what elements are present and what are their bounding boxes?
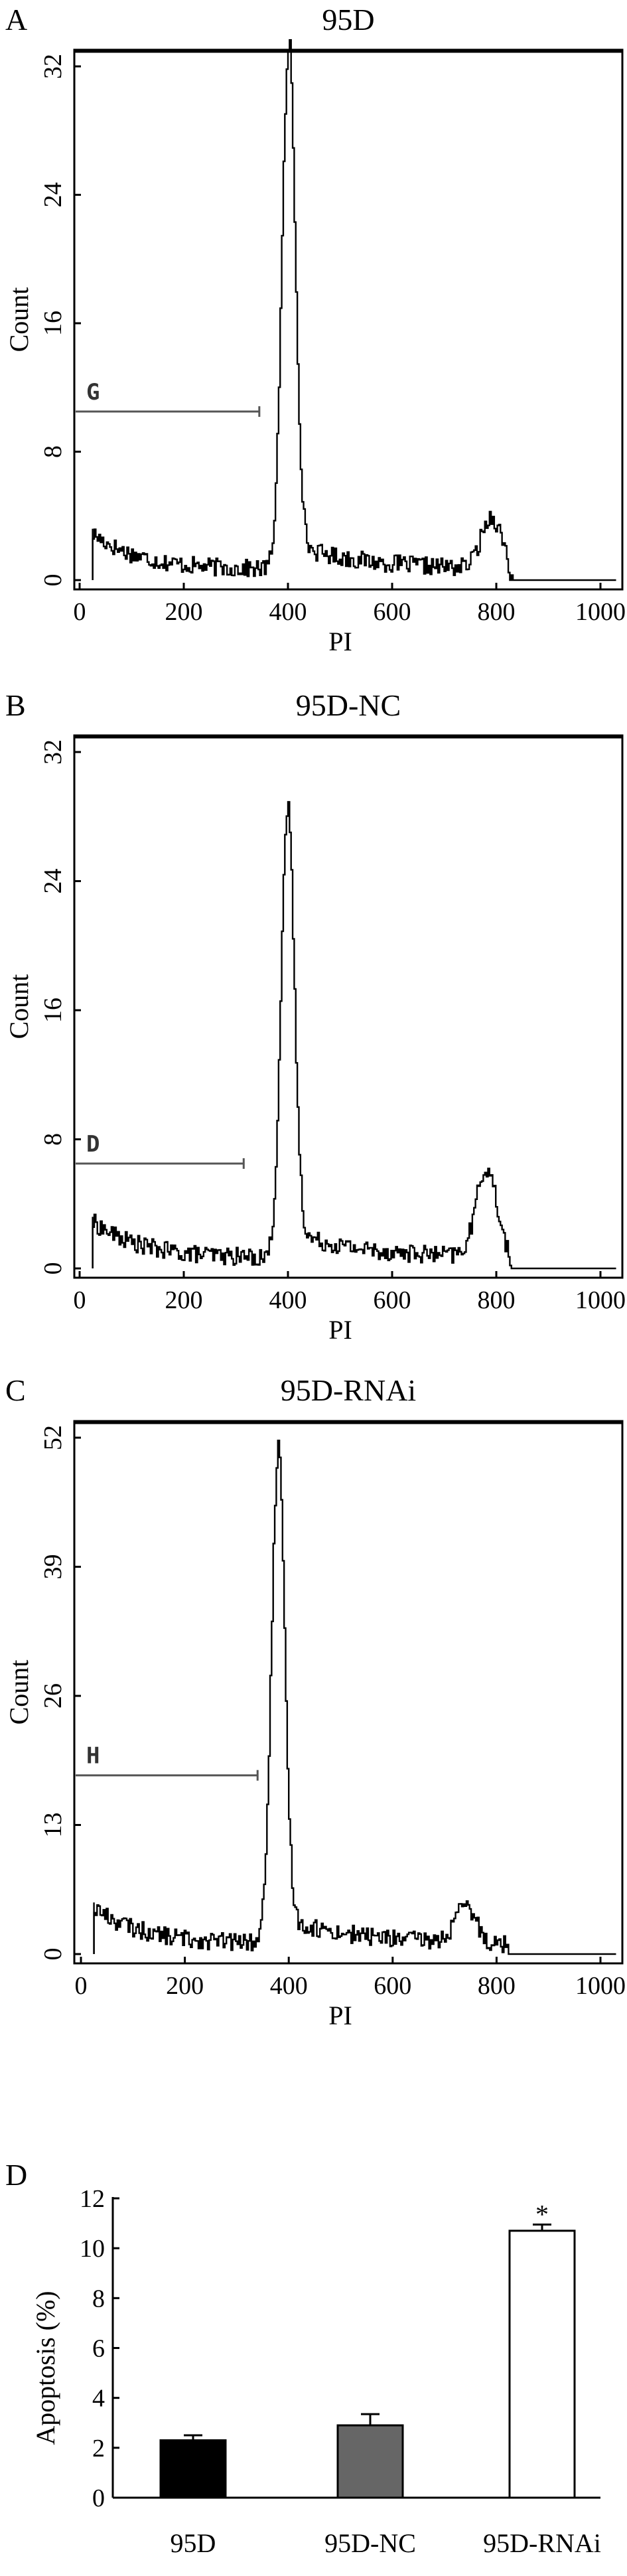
y-axis-label: Count	[4, 287, 34, 352]
gate-label: G	[86, 379, 100, 406]
x-axis-label: PI	[328, 1315, 352, 1345]
y-tick-label: 26	[39, 1683, 67, 1708]
panel-label: D	[5, 2158, 27, 2192]
panel-label: B	[5, 688, 26, 722]
x-tick-label: 0	[74, 1286, 86, 1314]
y-tick-label: 0	[39, 1262, 67, 1275]
x-tick-label: 0	[74, 598, 86, 626]
y-tick-label: 16	[39, 998, 67, 1023]
panel-label: C	[5, 1373, 26, 1407]
y-tick-label: 4	[92, 2385, 105, 2413]
y-tick-label: 24	[39, 183, 67, 208]
histogram-trace	[92, 800, 616, 1270]
x-tick-label: 1000	[575, 1286, 626, 1314]
y-axis-label: Count	[4, 974, 34, 1039]
y-tick-label: 8	[39, 1133, 67, 1146]
x-tick-label: 400	[270, 1972, 308, 2000]
x-category-label: 95D-RNAi	[483, 2528, 601, 2558]
y-tick-label: 6	[92, 2335, 105, 2363]
plot-frame	[73, 1420, 624, 1965]
y-tick-label: 16	[39, 311, 67, 336]
x-tick-label: 800	[478, 1286, 516, 1314]
plot-frame	[73, 734, 624, 1279]
panel-title: 95D-NC	[296, 688, 401, 722]
panel-title: 95D-RNAi	[281, 1373, 416, 1407]
y-tick-label: 10	[80, 2235, 105, 2263]
bar-panel-d: D 0 2 4 6 8 10 12 Apoptosis (%) 95D 95D-NC 95D-RNAi…	[5, 2158, 601, 2558]
histogram-trace	[92, 38, 616, 581]
gate-label: D	[86, 1131, 100, 1158]
x-tick-label: 1000	[575, 1972, 626, 2000]
histogram-panel-c: C 95D-RNAi 0 13 26 39 52 0 200 400 600 800 1000 PI Cou…	[4, 1373, 626, 2030]
x-tick-label: 600	[374, 1286, 411, 1314]
y-tick-label: 32	[39, 54, 67, 79]
bar-95d-rnai	[508, 2230, 576, 2499]
x-tick-label: 200	[165, 598, 203, 626]
x-tick-label: 800	[478, 598, 516, 626]
y-tick-label: 12	[80, 2185, 105, 2213]
x-tick-label: 600	[374, 1972, 411, 2000]
x-category-label: 95D-NC	[324, 2528, 416, 2558]
plot-frame	[73, 48, 624, 591]
y-tick-label: 39	[39, 1554, 67, 1580]
y-tick-label: 8	[92, 2285, 105, 2312]
x-tick-label: 200	[166, 1972, 204, 2000]
x-category-label: 95D	[171, 2528, 216, 2558]
histogram-panel-b: B 95D-NC 0 8 16 24 32 0 200 400 600 800 1000 PI Count D	[4, 688, 626, 1345]
gate-label: H	[86, 1743, 100, 1770]
panel-title: 95D	[322, 3, 374, 37]
y-tick-label: 52	[39, 1425, 67, 1450]
x-axis-label: PI	[328, 2001, 352, 2030]
y-tick-label: 24	[39, 869, 67, 894]
x-tick-label: 0	[75, 1972, 88, 2000]
x-tick-label: 1000	[575, 598, 626, 626]
y-tick-label: 32	[39, 739, 67, 765]
bar-95d-nc	[336, 2424, 404, 2499]
significance-asterisk: *	[535, 2199, 549, 2229]
x-tick-label: 400	[269, 598, 307, 626]
x-tick-label: 400	[269, 1286, 307, 1314]
y-axis-label: Apoptosis (%)	[31, 2291, 60, 2445]
y-tick-label: 0	[39, 574, 67, 587]
x-tick-label: 200	[165, 1286, 203, 1314]
panel-label: A	[5, 3, 27, 37]
bar-95d	[159, 2439, 227, 2499]
x-axis-label: PI	[328, 627, 352, 656]
histogram-trace	[93, 1439, 616, 1955]
x-tick-label: 800	[478, 1972, 516, 2000]
y-tick-label: 13	[39, 1813, 67, 1838]
y-tick-label: 0	[92, 2484, 105, 2512]
x-tick-label: 600	[374, 598, 411, 626]
histogram-panel-a: A 95D 0 8 16 24 32 0 200 400 600 800 1000 PI Count G	[4, 3, 626, 656]
y-axis-label: Count	[4, 1660, 34, 1725]
y-tick-label: 2	[92, 2435, 105, 2462]
y-tick-label: 8	[39, 445, 67, 458]
y-tick-label: 0	[39, 1948, 67, 1961]
